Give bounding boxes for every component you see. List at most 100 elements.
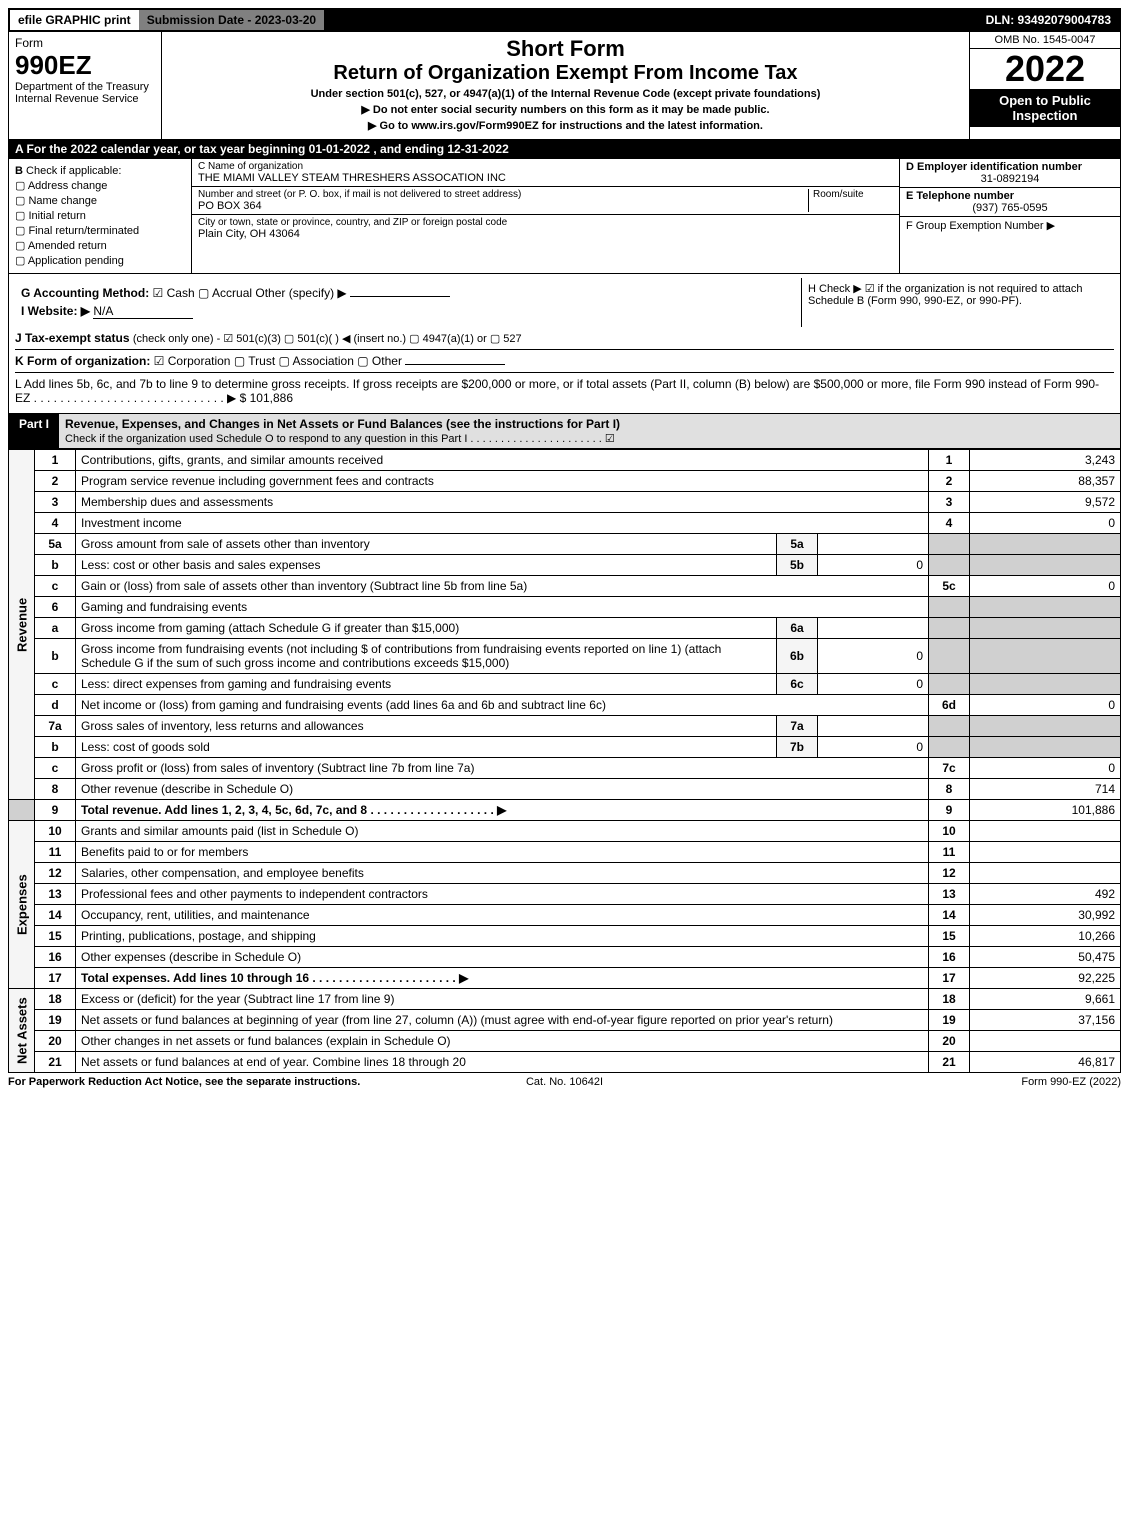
line-1-desc: Contributions, gifts, grants, and simila…: [76, 450, 929, 471]
line-4-amount: 0: [970, 513, 1121, 534]
line-8-num: 8: [35, 779, 76, 800]
line-5b-shade: [929, 555, 970, 576]
line-12-num: 12: [35, 863, 76, 884]
j-label: J Tax-exempt status: [15, 331, 130, 345]
line-6-shade2: [970, 597, 1121, 618]
line-6-num: 6: [35, 597, 76, 618]
checkbox-address-change[interactable]: Address change: [15, 179, 185, 192]
line-14-num: 14: [35, 905, 76, 926]
line-7a-subval: [818, 716, 929, 737]
line-17-desc: Total expenses. Add lines 10 through 16 …: [76, 968, 929, 989]
line-7c-num: c: [35, 758, 76, 779]
checkbox-final-return[interactable]: Final return/terminated: [15, 224, 185, 237]
line-7c-desc: Gross profit or (loss) from sales of inv…: [76, 758, 929, 779]
k-trust[interactable]: Trust: [234, 354, 275, 368]
dept-text: Department of the Treasury Internal Reve…: [15, 81, 155, 105]
line-1-num: 1: [35, 450, 76, 471]
room-label: Room/suite: [813, 189, 893, 200]
line-5a-num: 5a: [35, 534, 76, 555]
checkbox-initial-return[interactable]: Initial return: [15, 209, 185, 222]
line-4-r: 4: [929, 513, 970, 534]
line-20-desc: Other changes in net assets or fund bala…: [76, 1031, 929, 1052]
line-18-r: 18: [929, 989, 970, 1010]
title-main: Return of Organization Exempt From Incom…: [166, 62, 965, 85]
line-5b-subval: 0: [818, 555, 929, 576]
omb-number: OMB No. 1545-0047: [970, 32, 1120, 49]
line-19-num: 19: [35, 1010, 76, 1031]
submission-date: Submission Date - 2023-03-20: [139, 10, 324, 30]
line-14-desc: Occupancy, rent, utilities, and maintena…: [76, 905, 929, 926]
row-i: I Website: ▶ N/A: [21, 304, 795, 319]
checkbox-amended-return[interactable]: Amended return: [15, 239, 185, 252]
e-label: E Telephone number: [906, 190, 1014, 202]
line-6c-sub: 6c: [777, 674, 818, 695]
row-h: H Check ▶ ☑ if the organization is not r…: [801, 278, 1114, 327]
ein-value: 31-0892194: [906, 173, 1114, 185]
line-5c-amount: 0: [970, 576, 1121, 597]
checkbox-name-change[interactable]: Name change: [15, 194, 185, 207]
line-6b-num: b: [35, 639, 76, 674]
line-7b-shade2: [970, 737, 1121, 758]
k-corporation[interactable]: Corporation: [154, 354, 231, 368]
line-13-r: 13: [929, 884, 970, 905]
line-15-desc: Printing, publications, postage, and shi…: [76, 926, 929, 947]
line-5a-shade2: [970, 534, 1121, 555]
f-label: F Group Exemption Number ▶: [906, 220, 1055, 232]
col-b-checkboxes: B Check if applicable: Address change Na…: [9, 159, 192, 273]
section-a-period: A For the 2022 calendar year, or tax yea…: [8, 140, 1121, 159]
line-10-desc: Grants and similar amounts paid (list in…: [76, 821, 929, 842]
line-7b-shade: [929, 737, 970, 758]
k-other-field[interactable]: [405, 364, 505, 365]
line-6c-subval: 0: [818, 674, 929, 695]
line-20-num: 20: [35, 1031, 76, 1052]
col-c-org: C Name of organization THE MIAMI VALLEY …: [192, 159, 900, 273]
part1-check-text: Check if the organization used Schedule …: [65, 433, 615, 445]
checkbox-application-pending[interactable]: Application pending: [15, 254, 185, 267]
line-5b-shade2: [970, 555, 1121, 576]
line-13-amount: 492: [970, 884, 1121, 905]
header-left: Form 990EZ Department of the Treasury In…: [9, 32, 162, 139]
line-5a-shade: [929, 534, 970, 555]
org-street: PO BOX 364: [198, 200, 808, 212]
line-5c-num: c: [35, 576, 76, 597]
line-3-r: 3: [929, 492, 970, 513]
phone-value: (937) 765-0595: [906, 202, 1114, 214]
line-2-amount: 88,357: [970, 471, 1121, 492]
j-detail: (check only one) - ☑ 501(c)(3) ▢ 501(c)(…: [133, 333, 522, 345]
k-association[interactable]: Association: [279, 354, 354, 368]
line-5b-num: b: [35, 555, 76, 576]
line-2-r: 2: [929, 471, 970, 492]
line-7a-sub: 7a: [777, 716, 818, 737]
footer-center: Cat. No. 10642I: [379, 1076, 750, 1088]
header-right: OMB No. 1545-0047 2022 Open to Public In…: [969, 32, 1120, 139]
part1-label: Part I: [9, 414, 59, 448]
rev-spacer: [9, 800, 35, 821]
line-5a-sub: 5a: [777, 534, 818, 555]
line-7c-amount: 0: [970, 758, 1121, 779]
line-17-r: 17: [929, 968, 970, 989]
line-19-amount: 37,156: [970, 1010, 1121, 1031]
line-16-num: 16: [35, 947, 76, 968]
line-21-amount: 46,817: [970, 1052, 1121, 1073]
subtitle-1: Under section 501(c), 527, or 4947(a)(1)…: [166, 88, 965, 100]
g-other-field[interactable]: [350, 296, 450, 297]
line-15-r: 15: [929, 926, 970, 947]
line-9-desc: Total revenue. Add lines 1, 2, 3, 4, 5c,…: [76, 800, 929, 821]
line-9-amount: 101,886: [970, 800, 1121, 821]
row-g: G Accounting Method: Cash Accrual Other …: [21, 286, 795, 300]
tax-year: 2022: [970, 49, 1120, 89]
part1-title-text: Revenue, Expenses, and Changes in Net As…: [65, 417, 620, 431]
k-other[interactable]: Other: [357, 354, 402, 368]
line-6a-num: a: [35, 618, 76, 639]
dln-label: DLN: 93492079004783: [978, 10, 1119, 30]
line-6d-r: 6d: [929, 695, 970, 716]
g-accrual[interactable]: Accrual: [198, 286, 252, 300]
meta-rows: G Accounting Method: Cash Accrual Other …: [8, 274, 1121, 414]
line-16-amount: 50,475: [970, 947, 1121, 968]
line-18-num: 18: [35, 989, 76, 1010]
line-7b-subval: 0: [818, 737, 929, 758]
line-7c-r: 7c: [929, 758, 970, 779]
g-label: G Accounting Method:: [21, 286, 149, 300]
g-cash[interactable]: Cash: [153, 286, 195, 300]
line-5c-r: 5c: [929, 576, 970, 597]
